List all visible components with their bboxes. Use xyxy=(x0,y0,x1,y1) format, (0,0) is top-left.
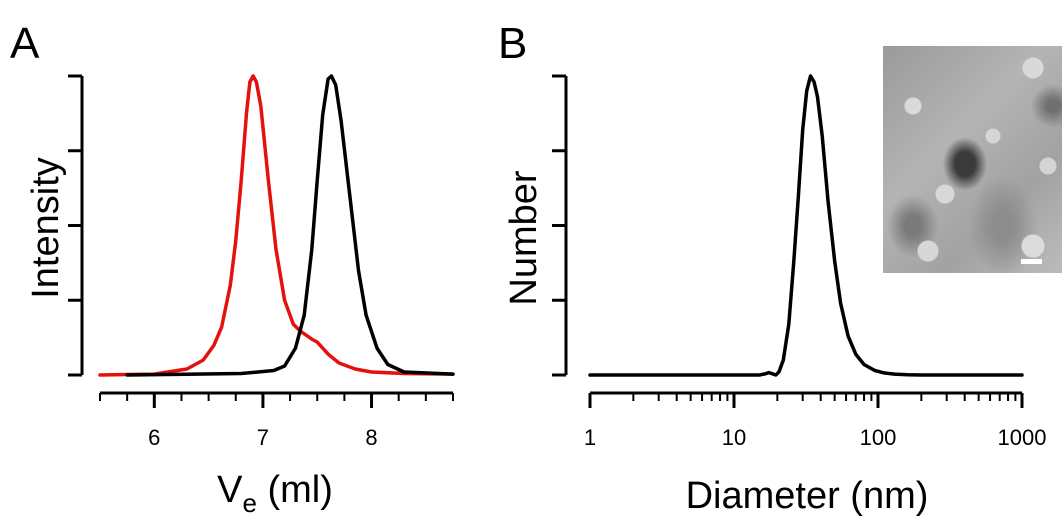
tem-micrograph-inset xyxy=(883,46,1062,273)
series-line-1 xyxy=(588,74,1024,377)
x-tick-label: 100 xyxy=(860,425,897,450)
chart-a: Intensity Ve (ml) 6 7 8 xyxy=(25,74,455,518)
panel-letter-a: A xyxy=(10,19,40,68)
x-axis-title-a: Ve (ml) xyxy=(217,469,333,518)
x-tick-label: 1 xyxy=(584,425,596,450)
panel-letter-b: B xyxy=(498,19,527,68)
x-axis-title-b: Diameter (nm) xyxy=(686,475,929,517)
x-tick-label: 6 xyxy=(148,425,160,450)
chart-b: Number Diameter (nm) 1 10 100 1000 xyxy=(503,74,1047,517)
scale-bar xyxy=(1021,259,1042,264)
series-line-1 xyxy=(98,74,455,377)
x-tick-label: 10 xyxy=(722,425,746,450)
series-line-2 xyxy=(125,74,455,377)
x-tick-label: 1000 xyxy=(998,425,1047,450)
y-axis-title-b: Number xyxy=(503,170,545,305)
x-tick-label: 7 xyxy=(257,425,269,450)
x-tick-label: 8 xyxy=(365,425,377,450)
y-axis-title-a: Intensity xyxy=(25,157,67,299)
